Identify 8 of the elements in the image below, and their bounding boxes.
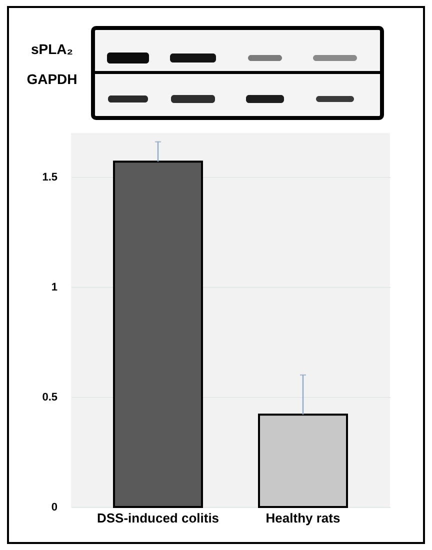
x-tick-label: Healthy rats	[266, 510, 340, 526]
y-tick-label: 0	[51, 502, 58, 514]
x-tick-label: DSS-induced colitis	[96, 510, 220, 526]
y-tick-label: 1	[51, 282, 58, 294]
text: GAPDH	[26, 71, 78, 87]
text: sPLA₂	[30, 41, 74, 57]
y-tick-label: 1.5	[42, 172, 58, 184]
y-tick-label: 0.5	[42, 392, 58, 404]
